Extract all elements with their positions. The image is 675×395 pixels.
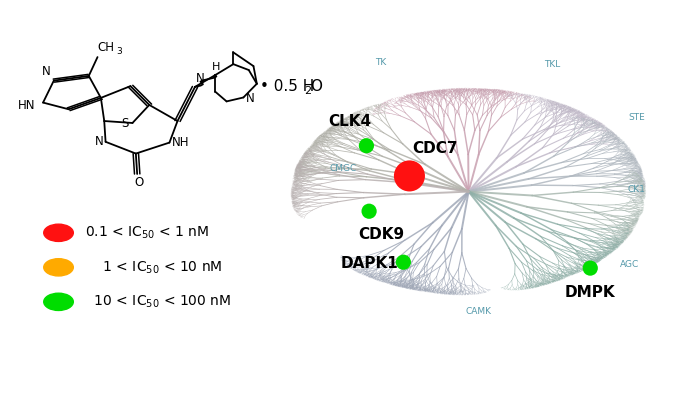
Text: N: N	[95, 135, 103, 147]
Point	[585, 265, 595, 271]
Text: CH: CH	[97, 41, 115, 55]
Text: 3: 3	[116, 47, 122, 56]
Text: 0.1 < IC$_{50}$ < 1 nM: 0.1 < IC$_{50}$ < 1 nM	[86, 225, 210, 241]
Text: STE: STE	[628, 113, 645, 122]
Circle shape	[44, 293, 74, 310]
Text: 2: 2	[304, 86, 312, 96]
Text: 10 < IC$_{50}$ < 100 nM: 10 < IC$_{50}$ < 100 nM	[86, 293, 232, 310]
Text: S: S	[122, 117, 129, 130]
Text: H: H	[212, 62, 220, 72]
Text: CDK9: CDK9	[358, 227, 404, 242]
Circle shape	[44, 224, 74, 241]
Text: N: N	[42, 65, 51, 78]
Circle shape	[44, 259, 74, 276]
Text: 1 < IC$_{50}$ < 10 nM: 1 < IC$_{50}$ < 10 nM	[86, 259, 223, 276]
Text: N: N	[196, 72, 205, 85]
Text: CK1: CK1	[628, 185, 645, 194]
Text: DMPK: DMPK	[565, 285, 616, 300]
Text: DAPK1: DAPK1	[341, 256, 399, 271]
Text: • 0.5 H: • 0.5 H	[260, 79, 315, 94]
Point	[404, 173, 415, 179]
Point	[364, 208, 375, 214]
Text: CLK4: CLK4	[328, 113, 371, 128]
Text: AGC: AGC	[620, 260, 639, 269]
Text: CAMK: CAMK	[466, 307, 491, 316]
Text: CDC7: CDC7	[412, 141, 458, 156]
Text: TK: TK	[375, 58, 387, 67]
Point	[398, 259, 409, 265]
Text: CMGC: CMGC	[329, 164, 356, 173]
Text: O: O	[310, 79, 322, 94]
Text: N: N	[246, 92, 255, 105]
Point	[361, 143, 372, 149]
Text: NH: NH	[172, 137, 190, 149]
Text: O: O	[134, 176, 144, 189]
Text: TKL: TKL	[545, 60, 561, 69]
Text: HN: HN	[18, 99, 35, 112]
